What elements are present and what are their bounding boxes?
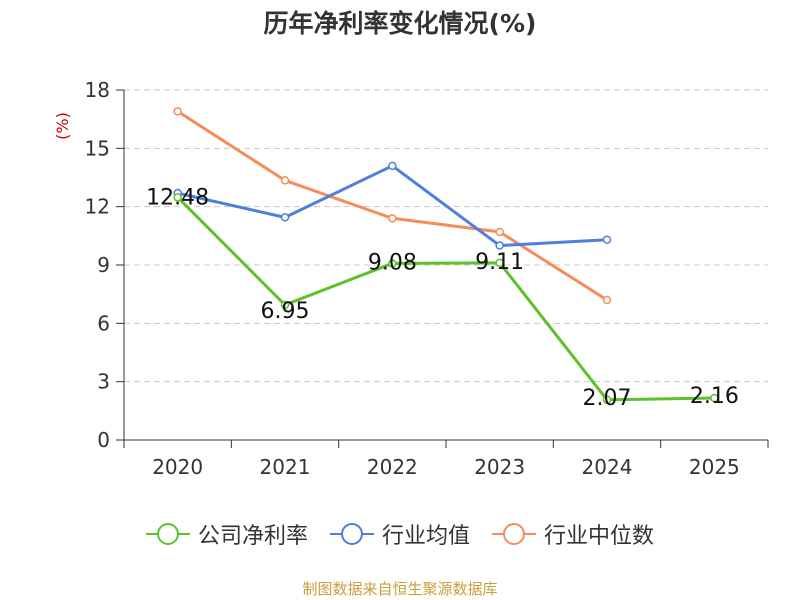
legend-marker-industry-mean <box>329 522 374 546</box>
data-label: 12.48 <box>146 185 209 210</box>
x-tick-label: 2021 <box>260 455 311 479</box>
series-point-0 <box>388 259 397 268</box>
data-label: 9.11 <box>475 250 524 275</box>
legend-marker-company <box>145 522 190 546</box>
x-tick-label: 2024 <box>582 455 633 479</box>
series-point-1 <box>388 161 397 171</box>
series-point-1 <box>602 235 612 244</box>
legend-item-company[interactable]: 公司净利率 <box>145 518 308 550</box>
series-point-2 <box>388 214 397 223</box>
legend-label-industry-mean: 行业均值 <box>381 524 470 549</box>
series-point-0 <box>710 393 719 403</box>
y-tick-label: 3 <box>97 370 110 394</box>
x-tick-label: 2025 <box>689 455 740 479</box>
series-point-2 <box>280 176 290 185</box>
series-point-0 <box>173 193 182 202</box>
data-label: 9.08 <box>368 250 417 275</box>
legend-item-industry-mean[interactable]: 行业均值 <box>329 518 470 550</box>
series-point-2 <box>495 227 504 237</box>
legend: 公司净利率 行业均值 行业中位数 <box>0 518 800 550</box>
series-line-0 <box>176 196 715 402</box>
series-point-2 <box>602 295 612 305</box>
series <box>173 107 719 404</box>
series-point-0 <box>602 395 612 404</box>
series-point-0 <box>280 300 290 310</box>
y-tick-label: 0 <box>97 428 110 452</box>
series-point-0 <box>495 258 504 268</box>
legend-marker-industry-median <box>492 522 536 546</box>
x-tick-label: 2022 <box>367 455 418 479</box>
legend-label-industry-median: 行业中位数 <box>544 524 655 549</box>
y-tick-label: 18 <box>85 78 110 102</box>
x-tick-label: 2020 <box>152 455 203 479</box>
series-line-1 <box>177 164 608 248</box>
source-note: 制图数据来自恒生聚源数据库 <box>302 580 498 598</box>
y-axis-label: (%) <box>53 112 72 140</box>
data-labels: 12.48 6.95 9.08 9.11 2.07 2.16 <box>146 185 739 410</box>
data-label: 2.07 <box>583 386 632 411</box>
y-tick-label: 6 <box>97 311 110 335</box>
y-tick-label: 15 <box>85 136 110 160</box>
y-tick-label: 12 <box>85 195 110 219</box>
grid-lines <box>124 89 768 383</box>
series-point-2 <box>173 107 182 116</box>
data-label: 6.95 <box>261 299 310 324</box>
y-tick-label: 9 <box>97 253 110 277</box>
legend-label-company: 公司净利率 <box>197 524 308 549</box>
x-tick-label: 2023 <box>474 455 525 479</box>
chart-title: 历年净利率变化情况(%) <box>263 9 537 38</box>
legend-item-industry-median[interactable]: 行业中位数 <box>492 518 654 550</box>
data-label: 2.16 <box>690 384 739 409</box>
series-point-1 <box>495 241 504 250</box>
series-point-1 <box>280 213 290 222</box>
axes: 0 3 6 9 12 15 18 2020 2021 2022 2023 2024 2025 <box>85 78 769 479</box>
